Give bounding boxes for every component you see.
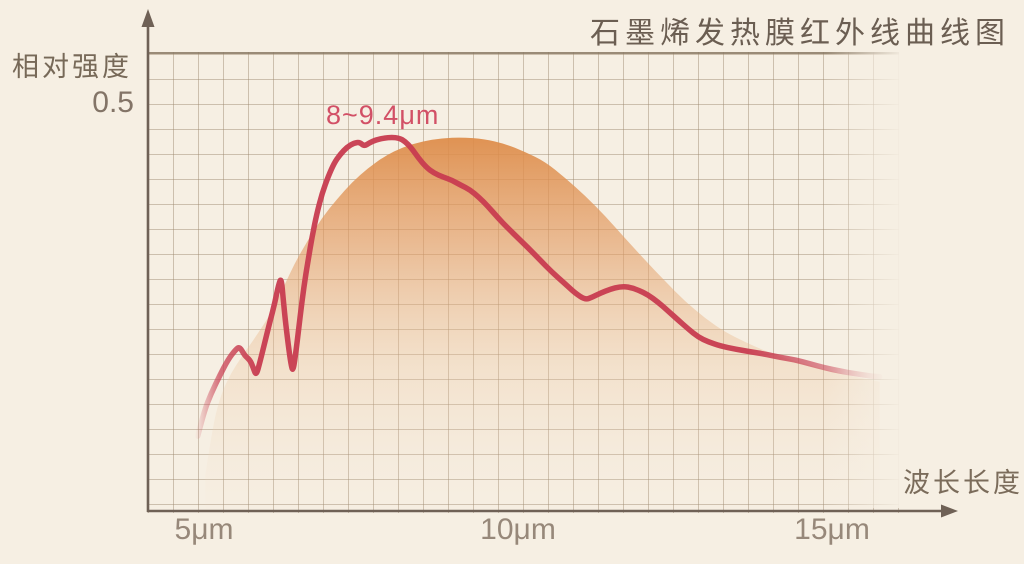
x-tick-5um: 5μm: [174, 513, 234, 546]
grid-fade-overlay: [826, 48, 922, 508]
x-tick-15um: 15μm: [794, 513, 870, 546]
spectrum-curve: [194, 134, 883, 439]
y-axis-ref-value: 0.5: [92, 86, 134, 119]
x-axis-label: 波长长度: [903, 468, 1023, 498]
peak-annotation: 8~9.4μm: [326, 100, 440, 130]
x-tick-10um: 10μm: [480, 513, 556, 546]
y-axis-arrow-icon: [141, 9, 155, 27]
x-axis-arrow-icon: [941, 504, 958, 518]
chart-title: 石墨烯发热膜红外线曲线图: [590, 17, 1010, 50]
spectrum-area-fill: [205, 137, 880, 512]
y-axis-label: 相对强度: [12, 52, 132, 82]
